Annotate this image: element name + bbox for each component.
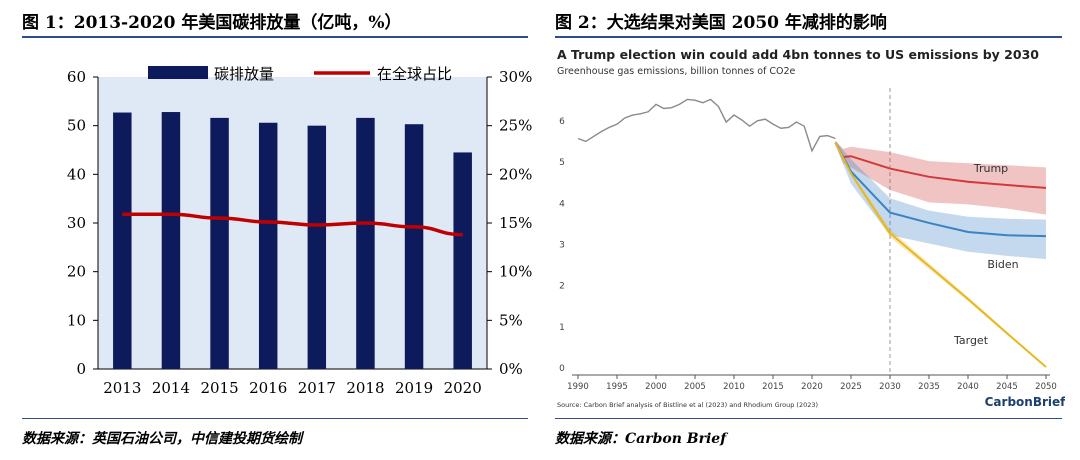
right-axis-tick: 15% bbox=[499, 214, 532, 232]
left-axis-tick: 0 bbox=[76, 360, 86, 378]
figure1-bottom-rule bbox=[22, 418, 528, 419]
x-axis-tick: 2020 bbox=[444, 379, 482, 397]
x-axis-tick: 2016 bbox=[249, 379, 287, 397]
series-line-history bbox=[577, 98, 836, 153]
x-axis-tick: 2017 bbox=[298, 379, 336, 397]
x-axis-tick: 2050 bbox=[1035, 382, 1057, 392]
x-axis-tick: 2030 bbox=[879, 382, 901, 392]
y-axis-tick: 2 bbox=[559, 282, 565, 292]
bar-2019 bbox=[404, 124, 424, 369]
right-axis-tick: 30% bbox=[499, 68, 532, 86]
legend-bar-label: 碳排放量 bbox=[214, 65, 274, 83]
x-axis-tick: 2019 bbox=[395, 379, 433, 397]
bar-2014 bbox=[161, 112, 181, 369]
bar-2017 bbox=[307, 125, 327, 370]
bar-2020 bbox=[453, 152, 472, 369]
y-axis-tick: 5 bbox=[559, 158, 565, 168]
x-axis-tick: 1995 bbox=[606, 382, 628, 392]
x-axis-tick: 2000 bbox=[645, 382, 667, 392]
series-label-trump: Trump bbox=[973, 162, 1008, 175]
inner-chart-source: Source: Carbon Brief analysis of Bistlin… bbox=[557, 401, 818, 409]
figure1-top-rule bbox=[22, 36, 528, 38]
right-axis-tick: 20% bbox=[499, 165, 532, 183]
right-axis-tick: 10% bbox=[499, 263, 532, 281]
x-axis-tick: 2013 bbox=[103, 379, 141, 397]
x-axis-tick: 2045 bbox=[996, 382, 1018, 392]
bar-2015 bbox=[210, 117, 229, 369]
left-axis-tick: 20 bbox=[67, 263, 86, 281]
figure1-source: 数据来源：英国石油公司，中信建投期货绘制 bbox=[22, 431, 302, 447]
x-axis-tick: 2005 bbox=[684, 382, 706, 392]
x-axis-tick: 2020 bbox=[801, 382, 823, 392]
bar-2016 bbox=[258, 122, 278, 369]
x-axis-tick: 2015 bbox=[200, 379, 238, 397]
legend-line-label: 在全球占比 bbox=[377, 65, 452, 83]
x-axis-tick: 2040 bbox=[957, 382, 979, 392]
bar-2013 bbox=[113, 112, 132, 369]
right-axis-tick: 0% bbox=[499, 360, 523, 378]
left-axis-tick: 60 bbox=[67, 68, 86, 86]
figure2-source: 数据来源：Carbon Brief bbox=[555, 431, 727, 447]
right-axis-tick: 25% bbox=[499, 117, 532, 135]
figure2-top-rule bbox=[555, 36, 1062, 38]
bar-2018 bbox=[356, 117, 375, 369]
figure2-title: 图 2：大选结果对美国 2050 年减排的影响 bbox=[555, 13, 887, 33]
share-line bbox=[122, 212, 463, 237]
x-axis-tick: 2025 bbox=[840, 382, 862, 392]
y-axis-tick: 3 bbox=[559, 241, 565, 251]
right-axis-tick: 5% bbox=[499, 311, 523, 329]
series-label-biden: Biden bbox=[987, 258, 1018, 271]
x-axis-tick: 2035 bbox=[918, 382, 940, 392]
legend-bar-swatch bbox=[148, 66, 208, 79]
figure2-chart: A Trump election win could add 4bn tonne… bbox=[557, 47, 1065, 409]
y-axis-tick: 1 bbox=[559, 323, 565, 333]
left-axis-tick: 50 bbox=[67, 117, 86, 135]
y-axis-tick: 0 bbox=[559, 364, 565, 374]
inner-chart-subtitle: Greenhouse gas emissions, billion tonnes… bbox=[557, 66, 796, 77]
x-axis-tick: 2018 bbox=[346, 379, 384, 397]
figure2-bottom-rule bbox=[555, 418, 1062, 419]
x-axis-tick: 2014 bbox=[152, 379, 190, 397]
inner-chart-title: A Trump election win could add 4bn tonne… bbox=[557, 47, 1039, 62]
x-axis-tick: 2015 bbox=[762, 382, 784, 392]
left-axis-tick: 30 bbox=[67, 214, 86, 232]
left-axis-tick: 10 bbox=[67, 311, 86, 329]
y-axis-tick: 4 bbox=[559, 199, 565, 209]
figure1-chart: 0 10 20 30 40 50 60 0% 5% 10% 15% 20% 25% 30% 2013 2014… bbox=[67, 65, 532, 397]
series-line-trump bbox=[834, 142, 1047, 189]
left-axis-tick: 40 bbox=[67, 165, 86, 183]
carbon-brief-logo: CarbonBrief bbox=[985, 395, 1065, 409]
x-axis-tick: 1990 bbox=[567, 382, 589, 392]
x-axis-tick: 2010 bbox=[723, 382, 745, 392]
series-label-target: Target bbox=[953, 334, 989, 347]
y-axis-tick: 6 bbox=[559, 117, 565, 127]
figure1-title: 图 1：2013-2020 年美国碳排放量（亿吨，%） bbox=[22, 13, 402, 33]
